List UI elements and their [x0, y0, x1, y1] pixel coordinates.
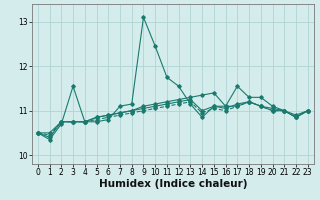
X-axis label: Humidex (Indice chaleur): Humidex (Indice chaleur): [99, 179, 247, 189]
